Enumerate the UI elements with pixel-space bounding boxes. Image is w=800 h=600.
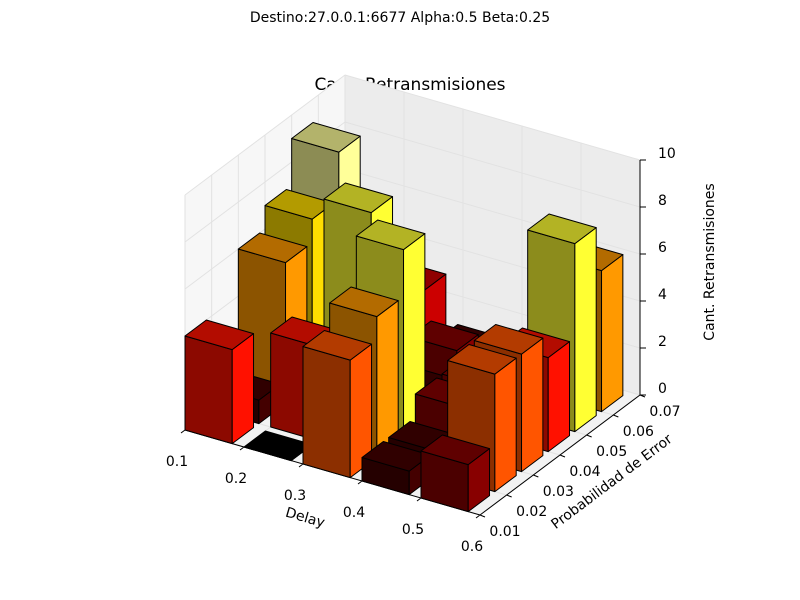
- bar-side: [494, 357, 517, 493]
- z-tick-label: 6: [658, 240, 667, 256]
- grid-line: [344, 121, 641, 208]
- z-tick-label: 4: [658, 287, 667, 303]
- bar-top: [329, 286, 399, 318]
- bar: [420, 434, 491, 513]
- z-tick-label: 0: [658, 381, 667, 397]
- y-tick: [613, 414, 619, 418]
- bar-top: [355, 219, 426, 251]
- suptitle: Destino:27.0.0.1:6677 Alpha:0.5 Beta:0.2…: [250, 10, 550, 26]
- x-tick: [475, 514, 481, 519]
- grid-line: [344, 74, 641, 161]
- bar-top: [237, 232, 308, 264]
- bar-top: [302, 330, 373, 361]
- bar: [302, 330, 373, 479]
- x-axis-label: Delay: [283, 505, 326, 531]
- y-tick: [559, 454, 566, 458]
- x-tick: [416, 497, 422, 502]
- z-tick-label: 8: [658, 193, 667, 209]
- x-tick: [298, 463, 304, 468]
- y-tick: [479, 514, 486, 518]
- bar-top: [473, 324, 544, 355]
- bar-side: [547, 341, 571, 453]
- x-tick: [357, 480, 363, 485]
- bar-top: [291, 122, 361, 153]
- y-tick-label: 0.06: [623, 424, 654, 440]
- y-tick-label: 0.03: [543, 484, 574, 500]
- bar-top: [420, 434, 491, 466]
- bar-side: [574, 227, 597, 433]
- bar-top: [184, 319, 255, 351]
- x-tick-label: 0.4: [343, 505, 365, 521]
- z-tick-label: 2: [658, 334, 667, 350]
- bar-front: [184, 335, 233, 445]
- grid-line: [184, 74, 346, 196]
- y-tick-label: 0.05: [596, 444, 627, 460]
- z-tick-label: 10: [658, 146, 676, 162]
- y-tick-label: 0.02: [516, 504, 547, 520]
- bar-front: [302, 346, 351, 479]
- y-tick: [533, 474, 539, 478]
- bar-side: [231, 333, 255, 445]
- y-tick-label: 0.04: [569, 464, 600, 480]
- x-tick-label: 0.2: [225, 471, 247, 487]
- x-tick-label: 0.5: [402, 522, 424, 538]
- bar-side: [521, 337, 544, 473]
- y-axis: [479, 394, 641, 516]
- bar-side: [601, 254, 624, 413]
- bar-top: [527, 213, 597, 245]
- z-axis-label: Cant. Retransmisiones: [702, 183, 718, 340]
- x-tick: [239, 446, 245, 451]
- x-tick: [180, 429, 186, 434]
- x-tick-label: 0.3: [284, 488, 306, 504]
- y-tick-label: 0.07: [649, 404, 680, 420]
- y-tick-label: 0.01: [489, 524, 520, 540]
- y-tick: [506, 494, 512, 498]
- bar-top: [323, 182, 394, 214]
- x-tick-label: 0.1: [166, 454, 188, 470]
- bar: [184, 319, 255, 445]
- bar-top: [447, 344, 517, 375]
- x-tick-label: 0.6: [461, 539, 483, 555]
- y-tick: [586, 434, 592, 438]
